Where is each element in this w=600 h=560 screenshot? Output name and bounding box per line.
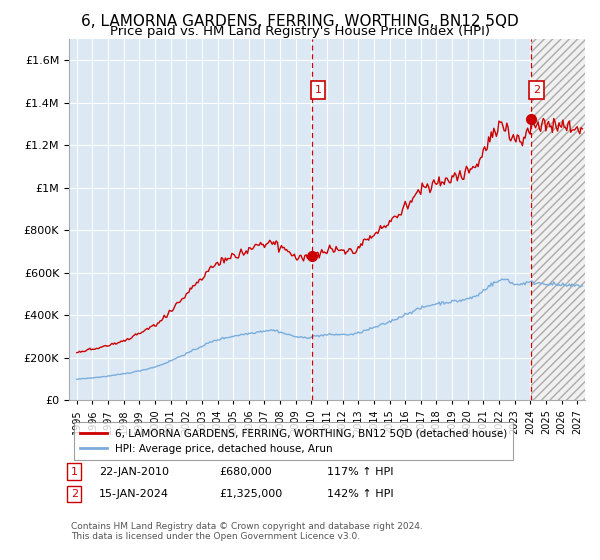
Text: 1: 1 xyxy=(71,466,78,477)
Bar xyxy=(531,39,585,400)
Legend: 6, LAMORNA GARDENS, FERRING, WORTHING, BN12 5QD (detached house), HPI: Average p: 6, LAMORNA GARDENS, FERRING, WORTHING, B… xyxy=(74,422,514,460)
Text: 6, LAMORNA GARDENS, FERRING, WORTHING, BN12 5QD: 6, LAMORNA GARDENS, FERRING, WORTHING, B… xyxy=(81,14,519,29)
Text: £680,000: £680,000 xyxy=(219,466,272,477)
Text: Price paid vs. HM Land Registry's House Price Index (HPI): Price paid vs. HM Land Registry's House … xyxy=(110,25,490,38)
Text: £1,325,000: £1,325,000 xyxy=(219,489,282,499)
Text: 22-JAN-2010: 22-JAN-2010 xyxy=(99,466,169,477)
Text: 15-JAN-2024: 15-JAN-2024 xyxy=(99,489,169,499)
Text: Contains HM Land Registry data © Crown copyright and database right 2024.
This d: Contains HM Land Registry data © Crown c… xyxy=(71,522,422,542)
Text: 2: 2 xyxy=(71,489,78,499)
Text: 142% ↑ HPI: 142% ↑ HPI xyxy=(327,489,394,499)
Bar xyxy=(531,39,585,400)
Text: 2: 2 xyxy=(533,85,541,95)
Text: 117% ↑ HPI: 117% ↑ HPI xyxy=(327,466,394,477)
Text: 1: 1 xyxy=(314,85,322,95)
